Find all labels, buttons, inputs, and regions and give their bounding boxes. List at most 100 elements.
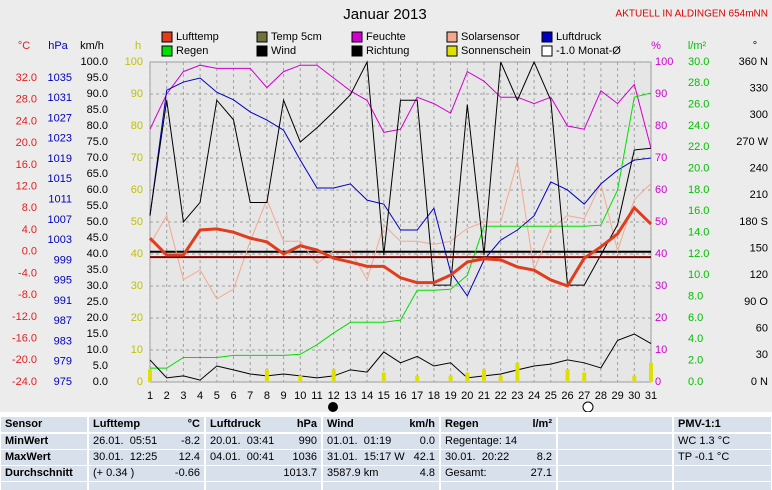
cell-text: 1036	[292, 451, 317, 463]
y-tick-label: 40.0	[87, 248, 108, 260]
y-tick-label: 10.0	[87, 344, 108, 356]
cell-text: 42.1	[413, 451, 435, 463]
axis-title: °	[753, 40, 757, 52]
table-cell: 31.01. 15:17 W 42.1	[323, 450, 439, 465]
table-cell: 1013.7	[206, 466, 321, 481]
y-tick-label: 15.0	[87, 328, 108, 340]
axis-title: l/m²	[688, 40, 707, 52]
cell-text: Regentage: 14	[445, 435, 518, 447]
y-tick-label: 16.0	[688, 205, 709, 217]
cell-text: 30.01. 12:25	[93, 451, 158, 463]
table-header: Wind km/h	[323, 417, 439, 432]
legend-swatch	[161, 31, 173, 43]
y-tick-label: 20.0	[87, 312, 108, 324]
y-tick-label: 6.0	[688, 312, 703, 324]
y-tick-label: 270 W	[736, 136, 768, 148]
y-tick-label: 979	[54, 356, 72, 368]
series-line	[148, 205, 653, 288]
cell-text: MaxWert	[5, 451, 51, 463]
y-tick-label: 1011	[48, 194, 72, 206]
y-tick-label: 90	[655, 88, 667, 100]
cell-text: 01.01. 01:19	[327, 435, 392, 447]
legend-label: Solarsensor	[461, 31, 520, 43]
table-header: Sensor	[1, 417, 87, 432]
table-cell	[558, 482, 672, 490]
x-tick-label: 28	[595, 390, 607, 402]
y-tick-label: 1027	[48, 112, 72, 124]
y-tick-label: 10	[131, 344, 143, 356]
y-tick-label: 16.0	[16, 159, 37, 171]
cell-text: 20.01. 03:41	[210, 435, 275, 447]
y-tick-label: 95.0	[87, 72, 108, 84]
x-tick-label: 3	[180, 390, 186, 402]
y-tick-label: 100	[655, 56, 673, 68]
cell-text: TP -0.1 °C	[678, 451, 730, 463]
x-tick-label: 11	[311, 390, 322, 402]
y-tick-label: 90.0	[87, 88, 108, 100]
bar	[482, 369, 486, 382]
x-tick-label: 19	[444, 390, 456, 402]
table-cell	[89, 482, 204, 490]
table-cell	[558, 466, 672, 481]
bar	[381, 372, 386, 382]
chart: Januar 2013 AKTUELL IN ALDINGEN 654mNN 1…	[12, 6, 769, 412]
x-tick-label: 8	[264, 390, 270, 402]
y-tick-label: 85.0	[87, 104, 108, 116]
table-cell: Gesamt: 27.1	[441, 466, 556, 481]
table-cell: 3587.9 km 4.8	[323, 466, 439, 481]
cell-text: -0.66	[174, 467, 200, 479]
table-cell: Regentage: 14	[441, 434, 556, 449]
axis-title: km/h	[80, 40, 104, 52]
table-cell: (+ 0.34 ) -0.66	[89, 466, 204, 481]
cell-text: Regen	[445, 418, 479, 430]
y-tick-label: 20	[655, 312, 667, 324]
y-tick-label: 180 S	[739, 216, 768, 228]
y-tick-label: 987	[54, 315, 72, 327]
bar	[582, 372, 587, 382]
table-cell	[558, 450, 672, 465]
x-tick-label: 14	[361, 390, 373, 402]
table-header	[558, 417, 672, 432]
y-tick-label: 50.0	[87, 216, 108, 228]
y-tick-label: -24.0	[12, 376, 37, 388]
table-cell	[323, 482, 439, 490]
axis-title: °C	[18, 40, 30, 52]
y-tick-label: 25.0	[87, 296, 108, 308]
x-tick-label: 17	[411, 390, 423, 402]
legend-swatch	[541, 45, 553, 57]
x-tick-label: 29	[611, 390, 623, 402]
cell-text: Luftdruck	[210, 418, 261, 430]
y-tick-label: 30	[756, 349, 768, 361]
y-tick-label: 8.0	[22, 202, 37, 214]
y-tick-label: 40	[655, 248, 667, 260]
y-tick-label: 300	[750, 109, 768, 121]
bar	[498, 375, 503, 382]
y-tick-label: 30	[131, 280, 143, 292]
table-cell	[206, 482, 321, 490]
y-tick-label: -20.0	[12, 354, 37, 366]
table-header: PMV-1:1	[674, 417, 771, 432]
y-tick-label: 14.0	[688, 227, 709, 239]
x-tick-label: 10	[294, 390, 306, 402]
table-cell: 26.01. 05:51 -8.2	[89, 434, 204, 449]
y-tick-label: 20.0	[16, 137, 37, 149]
bar	[565, 369, 570, 382]
y-tick-label: 60	[131, 184, 143, 196]
table-cell: WC 1.3 °C	[674, 434, 771, 449]
table-cell: Durchschnitt	[1, 466, 87, 481]
y-tick-label: 991	[54, 295, 72, 307]
table-header: Luftdruck hPa	[206, 417, 321, 432]
y-tick-label: -12.0	[12, 311, 37, 323]
x-tick-label: 4	[197, 390, 203, 402]
cell-text: km/h	[409, 418, 435, 430]
x-tick-label: 7	[247, 390, 253, 402]
y-tick-label: 30	[655, 280, 667, 292]
y-tick-label: 18.0	[688, 184, 709, 196]
legend-label: Richtung	[366, 45, 409, 57]
y-tick-label: 12.0	[688, 248, 709, 260]
cell-text: Lufttemp	[93, 418, 141, 430]
y-tick-label: 4.0	[22, 224, 37, 236]
y-tick-label: 0.0	[93, 376, 108, 388]
y-tick-label: 1031	[48, 92, 72, 104]
